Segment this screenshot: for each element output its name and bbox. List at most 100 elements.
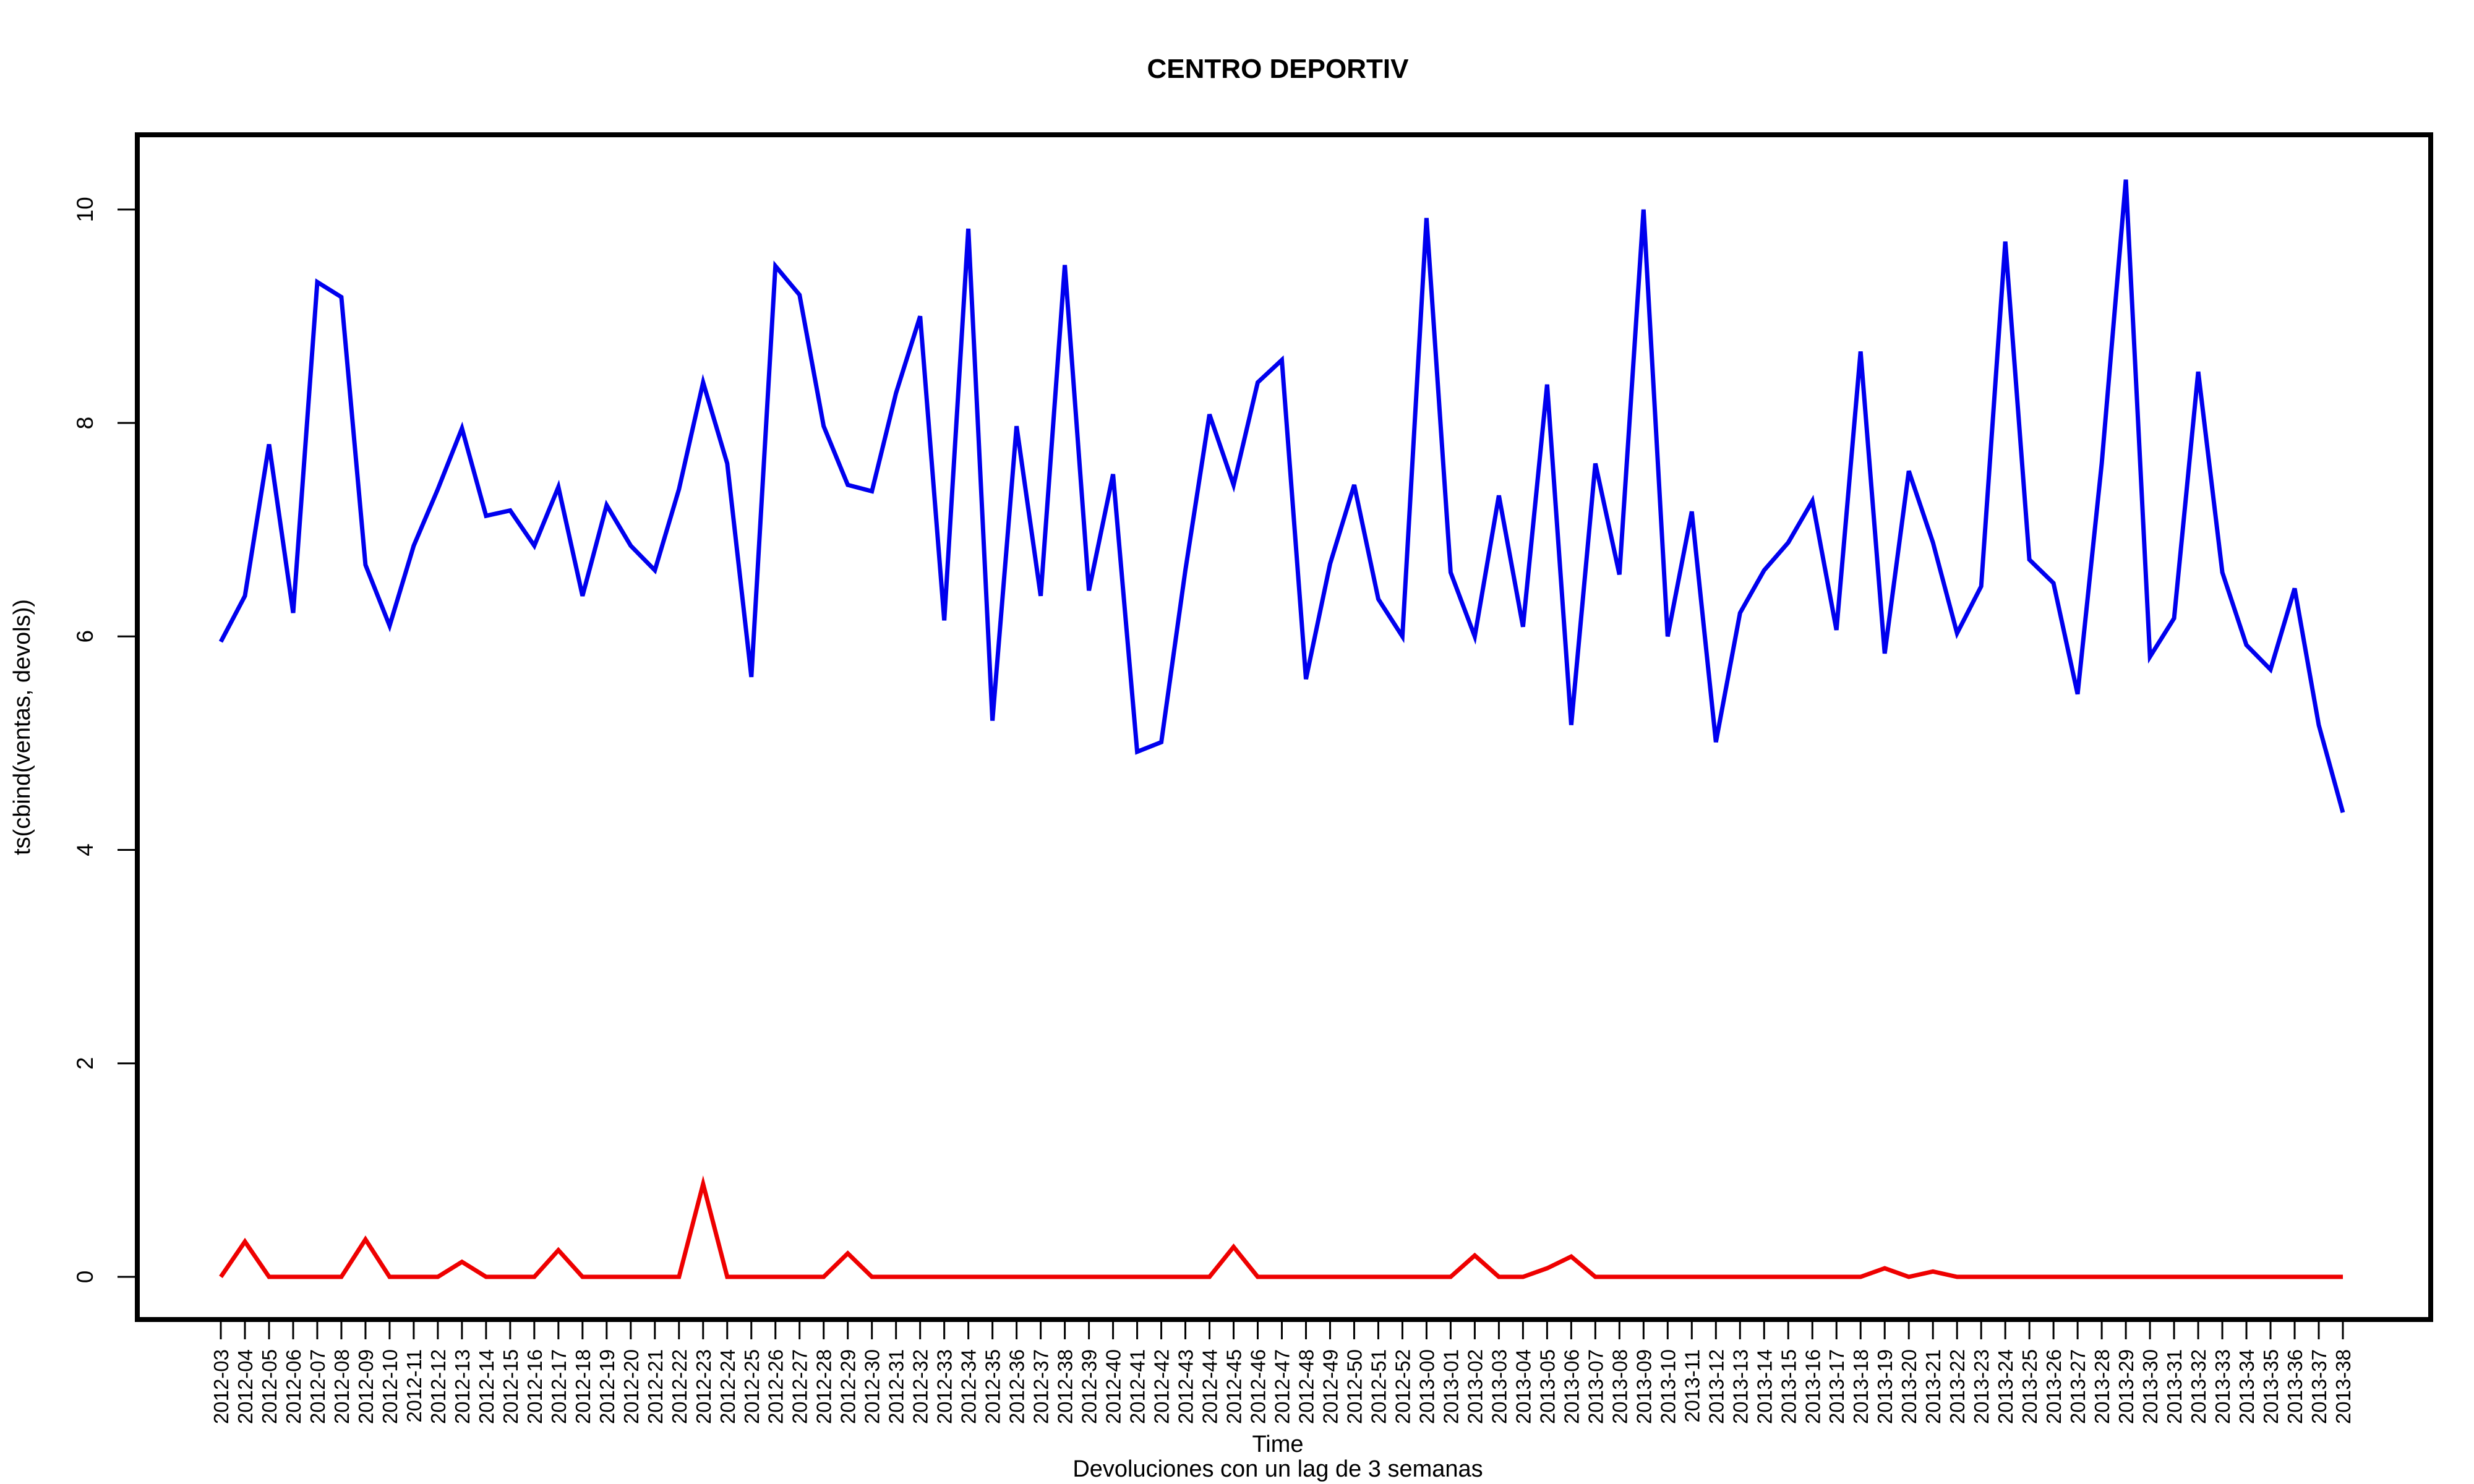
x-tick-label: 2012-51	[1367, 1349, 1390, 1424]
x-tick-label: 2012-28	[813, 1349, 836, 1424]
chart-title: CENTRO DEPORTIV	[1147, 54, 1410, 84]
x-tick-label: 2013-06	[1560, 1349, 1583, 1424]
x-tick-label: 2013-14	[1753, 1349, 1776, 1424]
x-tick-label: 2012-12	[427, 1349, 450, 1424]
x-tick-label: 2012-25	[740, 1349, 763, 1424]
series-layer	[218, 179, 2345, 1279]
x-tick-label: 2013-29	[2115, 1349, 2138, 1424]
x-tick-label: 2012-19	[596, 1349, 618, 1424]
x-tick-label: 2012-36	[1006, 1349, 1029, 1424]
x-tick-label: 2013-34	[2235, 1349, 2258, 1424]
x-tick-label: 2012-33	[933, 1349, 956, 1424]
x-tick-label: 2012-44	[1199, 1349, 1222, 1424]
x-tick-label: 2012-13	[451, 1349, 474, 1424]
x-tick-label: 2012-45	[1223, 1349, 1246, 1424]
x-tick-label: 2013-08	[1608, 1349, 1631, 1424]
x-tick-label: 2013-11	[1680, 1349, 1703, 1423]
x-tick-label: 2013-12	[1705, 1349, 1727, 1424]
x-tick-label: 2012-03	[210, 1349, 233, 1424]
x-tick-label: 2013-26	[2042, 1349, 2065, 1424]
x-tick-label: 2012-50	[1343, 1349, 1366, 1424]
x-tick-label: 2012-21	[644, 1349, 667, 1424]
plot-frame	[135, 132, 2433, 1322]
x-tick-label: 2012-42	[1150, 1349, 1173, 1424]
x-axis: 2012-03 2012-04 2012-05 2012-06 2012-07 2012-…	[210, 1318, 2355, 1424]
x-tick-label: 2013-37	[2308, 1349, 2331, 1424]
x-tick-label: 2013-10	[1656, 1349, 1679, 1424]
x-tick-label: 2012-49	[1319, 1349, 1342, 1424]
x-tick-label: 2012-47	[1271, 1349, 1294, 1424]
series-line-2	[219, 1175, 2343, 1279]
x-tick-label: 2013-13	[1729, 1349, 1752, 1424]
y-tick-label: 10	[72, 197, 98, 222]
x-tick-label: 2012-39	[1078, 1349, 1101, 1424]
x-tick-label: 2012-10	[379, 1349, 401, 1424]
x-tick-label: 2012-30	[861, 1349, 884, 1424]
x-tick-label: 2013-02	[1463, 1349, 1486, 1424]
x-tick-label: 2013-00	[1415, 1349, 1438, 1424]
x-tick-label: 2012-15	[499, 1349, 522, 1424]
series-line-1	[218, 179, 2345, 814]
x-tick-label: 2013-31	[2163, 1349, 2186, 1424]
x-tick-label: 2012-48	[1295, 1349, 1317, 1424]
x-tick-label: 2012-17	[547, 1349, 570, 1424]
x-tick-label: 2012-20	[620, 1349, 643, 1424]
x-tick-label: 2012-22	[668, 1349, 691, 1424]
x-tick-label: 2012-35	[982, 1349, 1004, 1424]
y-tick-label: 2	[72, 1057, 98, 1070]
y-tick-label: 8	[72, 417, 98, 430]
x-tick-label: 2012-41	[1126, 1349, 1149, 1424]
x-tick-label: 2012-40	[1102, 1349, 1125, 1424]
x-tick-label: 2013-35	[2259, 1349, 2282, 1424]
y-tick-label: 0	[72, 1271, 98, 1284]
x-tick-label: 2013-23	[1970, 1349, 1993, 1424]
x-tick-label: 2012-04	[234, 1349, 257, 1424]
x-tick-label: 2013-19	[1873, 1349, 1896, 1424]
x-tick-label: 2012-32	[909, 1349, 932, 1424]
x-tick-label: 2013-32	[2187, 1349, 2210, 1424]
x-tick-label: 2013-22	[1946, 1349, 1969, 1424]
x-tick-label: 2012-31	[885, 1349, 908, 1424]
x-tick-label: 2012-16	[523, 1349, 546, 1424]
x-tick-label: 2013-20	[1898, 1349, 1920, 1424]
x-tick-label: 2012-14	[475, 1349, 498, 1424]
y-tick-label: 6	[72, 630, 98, 643]
x-tick-label: 2012-06	[282, 1349, 305, 1424]
x-tick-label: 2013-36	[2284, 1349, 2306, 1424]
x-tick-label: 2013-09	[1632, 1349, 1655, 1424]
x-tick-label: 2012-11	[403, 1349, 426, 1423]
chart-subtitle: Devoluciones con un lag de 3 semanas	[1072, 1456, 1483, 1482]
x-tick-label: 2013-33	[2211, 1349, 2234, 1424]
x-tick-label: 2012-52	[1391, 1349, 1414, 1424]
x-tick-label: 2012-08	[330, 1349, 353, 1424]
x-tick-label: 2012-24	[716, 1349, 739, 1424]
x-tick-label: 2012-05	[258, 1349, 281, 1424]
x-tick-label: 2013-07	[1584, 1349, 1607, 1424]
x-tick-label: 2012-37	[1030, 1349, 1053, 1424]
x-tick-label: 2013-15	[1777, 1349, 1800, 1424]
x-tick-label: 2013-05	[1536, 1349, 1559, 1424]
x-tick-label: 2013-38	[2332, 1349, 2355, 1424]
x-tick-label: 2013-03	[1487, 1349, 1510, 1424]
x-tick-label: 2013-18	[1849, 1349, 1872, 1424]
x-tick-label: 2013-25	[2018, 1349, 2041, 1424]
x-tick-label: 2013-21	[1922, 1349, 1945, 1424]
x-tick-label: 2013-30	[2139, 1349, 2162, 1424]
y-tick-label: 4	[72, 843, 98, 856]
x-tick-label: 2013-04	[1512, 1349, 1534, 1424]
y-axis-label: ts(cbind(ventas, devols))	[9, 599, 35, 855]
x-tick-label: 2012-07	[306, 1349, 329, 1424]
x-tick-label: 2013-16	[1801, 1349, 1824, 1424]
x-tick-label: 2012-27	[789, 1349, 811, 1424]
x-tick-label: 2012-43	[1175, 1349, 1197, 1424]
x-tick-label: 2012-38	[1054, 1349, 1077, 1424]
x-tick-label: 2013-17	[1825, 1349, 1848, 1424]
x-tick-label: 2012-09	[354, 1349, 377, 1424]
x-axis-label: Time	[1252, 1431, 1303, 1457]
x-tick-label: 2012-46	[1247, 1349, 1270, 1424]
x-tick-label: 2013-27	[2066, 1349, 2089, 1424]
x-tick-label: 2013-24	[1994, 1349, 2017, 1424]
x-tick-label: 2012-29	[837, 1349, 860, 1424]
